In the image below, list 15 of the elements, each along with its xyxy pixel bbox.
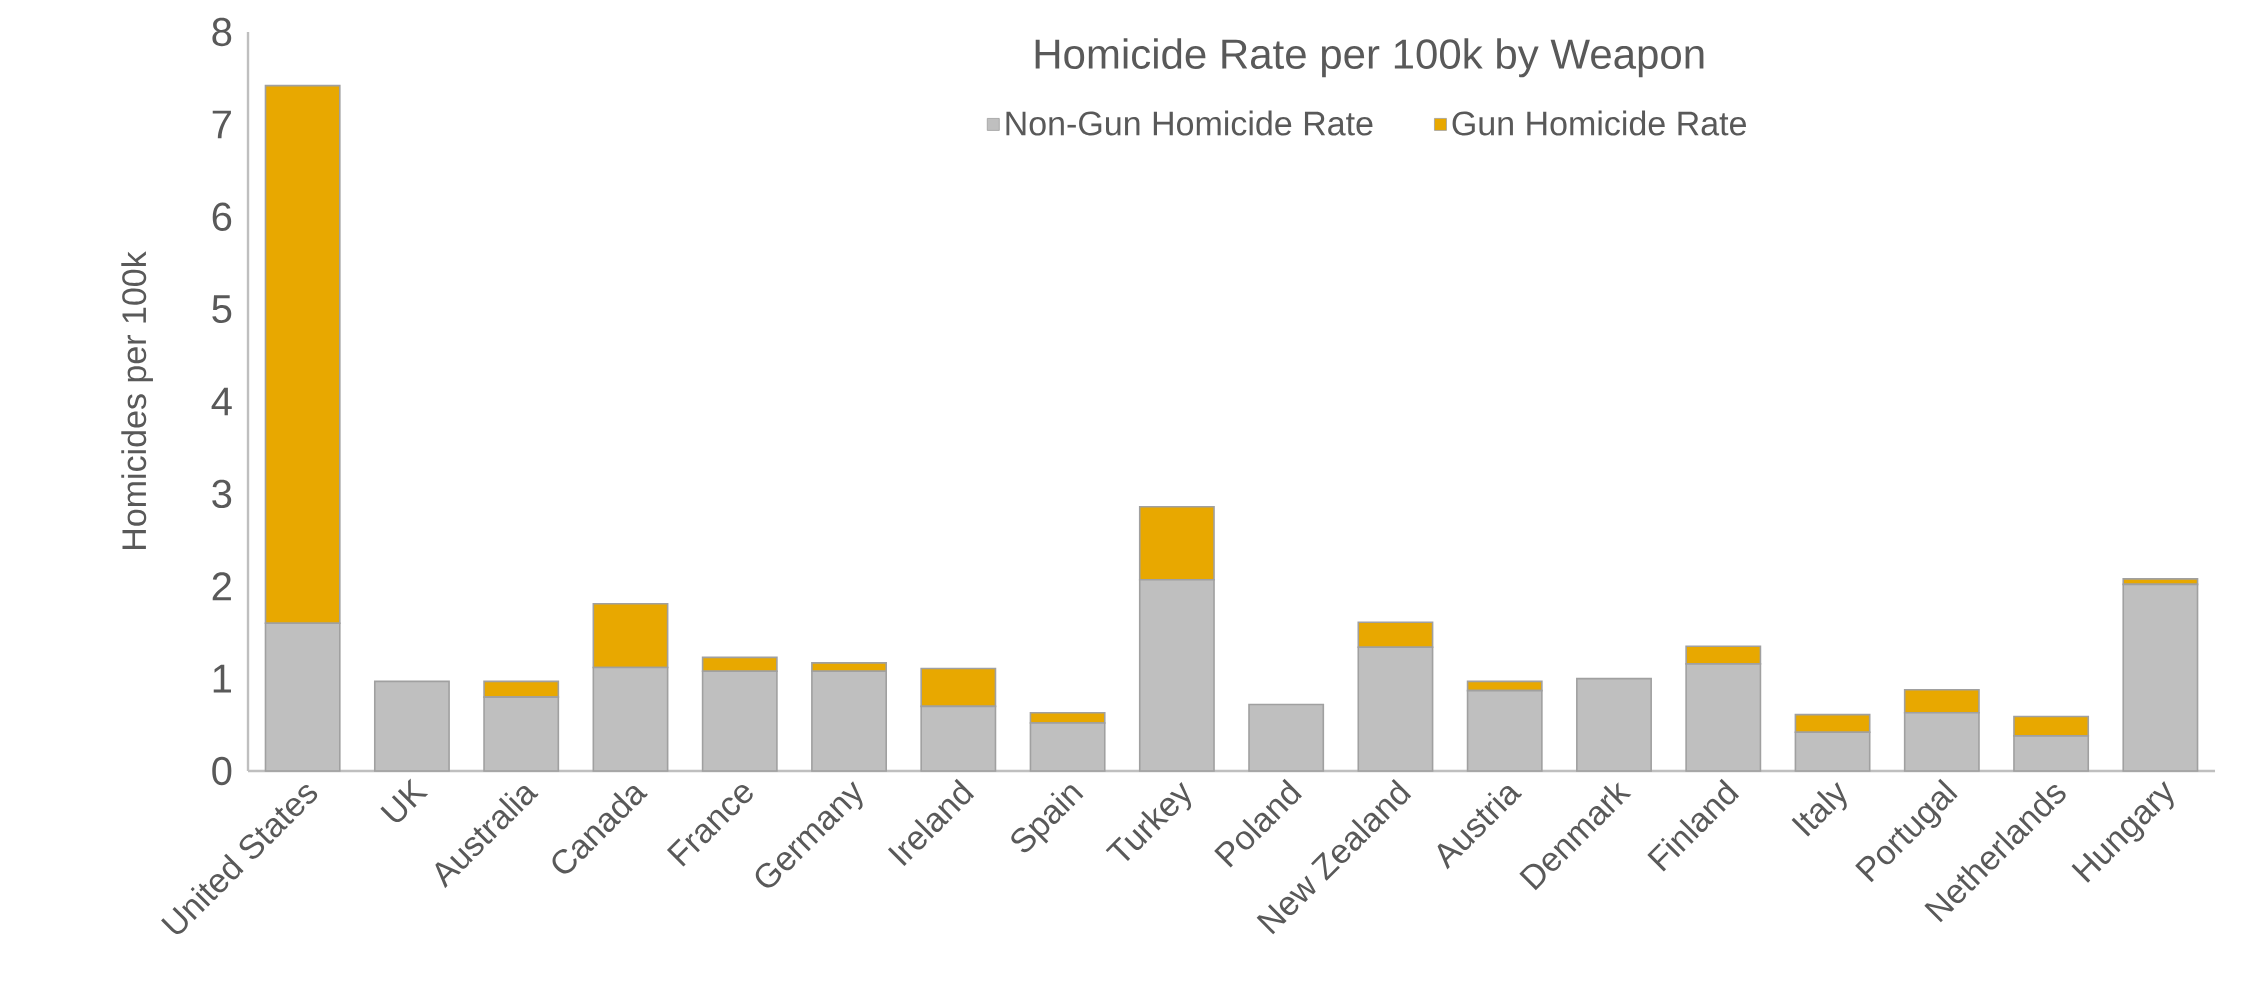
y-tick-label: 4 xyxy=(211,387,232,416)
y-tick-label: 1 xyxy=(213,664,231,693)
legend-label: Gun Homicide Rate xyxy=(1452,110,1746,136)
y-axis-title: Homicides per 100k xyxy=(121,251,153,549)
x-tick-label: Italy xyxy=(1791,781,1847,837)
y-tick-label: 0 xyxy=(212,756,232,786)
y-tick-label: 5 xyxy=(212,295,232,324)
y-tick-label: 6 xyxy=(212,202,232,231)
y-tick-label: 8 xyxy=(212,17,232,47)
y-tick-label: 3 xyxy=(212,479,232,509)
legend-label: Non-Gun Homicide Rate xyxy=(1006,110,1373,136)
y-tick-label: 7 xyxy=(212,110,231,139)
y-tick-label: 2 xyxy=(212,572,231,601)
x-tick-label: UK xyxy=(380,778,429,823)
chart-title: Homicide Rate per 100k by Weapon xyxy=(1035,38,1704,78)
